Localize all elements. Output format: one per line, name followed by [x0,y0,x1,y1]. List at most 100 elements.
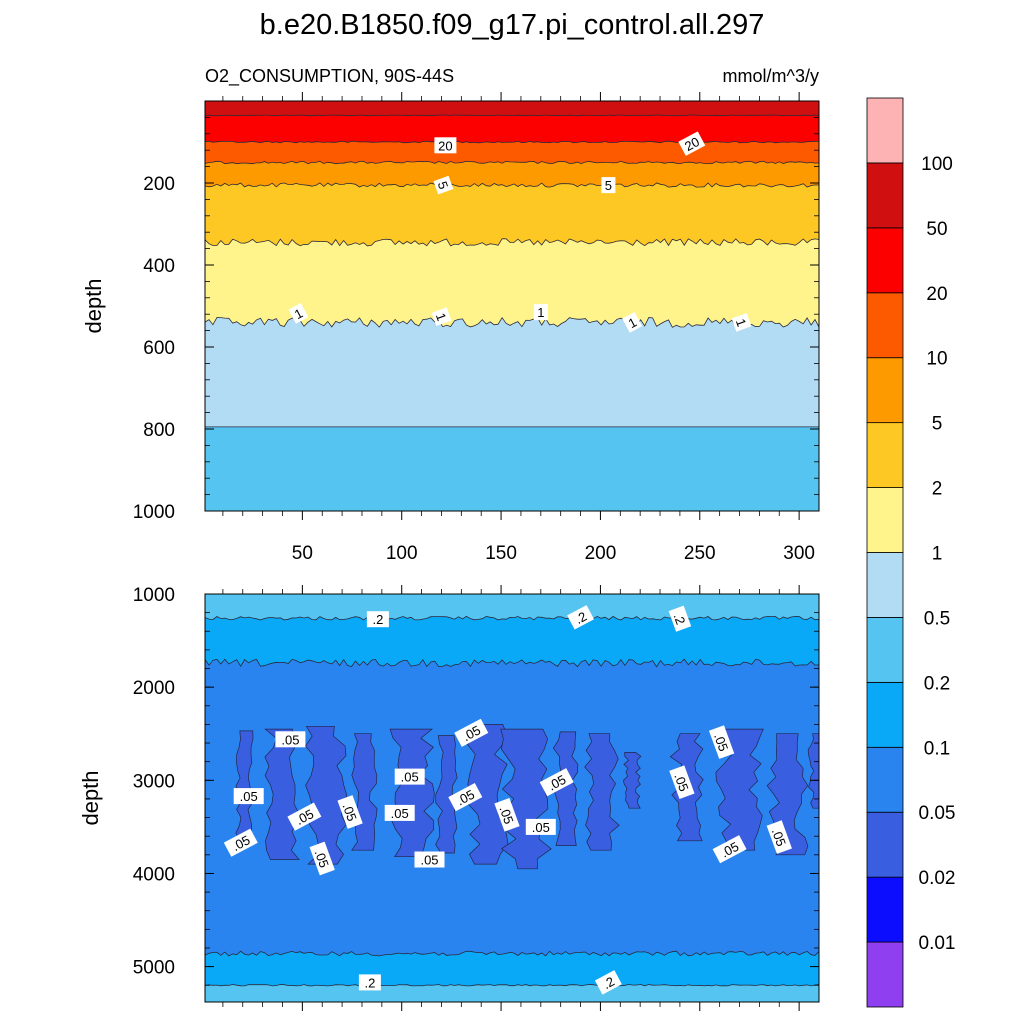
contour-label: .05 [496,804,516,826]
contour-label-group: .05 [708,725,735,759]
contour-label-box [337,795,363,829]
chart-units-label: mmol/m^3/y [723,66,819,86]
contour-label: .05 [281,732,299,747]
contour-label: 1 [733,317,750,329]
y-tick-label: 5000 [133,958,175,979]
colorbar-level-label: 0.2 [924,673,950,694]
deep-patch-14 [807,733,819,809]
colorbar-swatch-12 [866,162,904,229]
contour-label-box [668,605,692,632]
contour-line-2 [205,140,819,144]
y-tick-label: 3000 [133,771,175,792]
y-tick-label: 400 [143,256,175,277]
colorbar-swatch-4 [866,681,904,748]
contour-label-group: .2 [358,974,381,991]
colorbar-swatch-1 [866,876,904,943]
contour-label-box [539,768,574,797]
contour-label-box [448,782,483,812]
contour-label-box [309,841,335,876]
contour-label-group: 20 [678,131,706,156]
contour-label-group: .2 [594,970,622,995]
colorbar-level-label: 20 [926,284,947,305]
colorbar-level-label: 100 [921,154,953,175]
contour-label-group: .05 [394,768,425,785]
contour-label-box [678,131,706,156]
colorbar-swatch-3 [866,746,904,813]
upper-y-axis-label: depth [81,278,106,333]
y-tick-label: 2000 [133,678,175,699]
contour-label: 1 [433,311,450,323]
deep-patch-6 [466,724,509,865]
contour-label-box [434,137,457,154]
contour-line-4 [205,182,819,188]
contour-label-group: 1 [622,312,643,333]
contour-line-5 [205,238,819,247]
contour-label-box [601,177,616,194]
colorbar-level-label: 10 [926,349,947,370]
contour-label: .05 [718,839,741,861]
colorbar-swatch-7 [866,487,904,553]
contour-label: .05 [711,731,731,753]
contour-label: 5 [605,178,612,193]
contour-line-1 [205,615,819,621]
contour-label-box [712,835,747,864]
contour-label-group: .05 [669,765,695,800]
contour-line-3 [205,160,819,165]
contour-label-group: 5 [601,177,616,194]
contour-label: .2 [364,975,375,990]
contour-label-group: .05 [454,718,489,747]
contour-label-group: .05 [275,731,306,748]
lower-y-axis-label: depth [78,770,103,825]
contour-label: 20 [682,134,702,154]
contour-label: .05 [460,722,483,744]
contour-label-group: .05 [414,851,445,868]
panel-fill-group: .2 .2 .2 .05 .05 .05 .05 .05 .05 .05 .05 .05 .05 .05.… [205,594,819,1002]
deep-patch-10 [623,752,642,809]
contour-label: .05 [293,806,316,828]
contour-label: .2 [372,612,383,627]
colorbar-level-label: 0.02 [919,868,956,889]
contour-band-4 [205,984,819,1002]
deep-patch-12 [714,728,764,851]
contour-label-box [288,303,309,324]
contour-label: .05 [454,787,477,809]
contour-label-box [567,605,595,630]
contour-label-box [433,175,454,195]
colorbar-swatch-8 [866,422,904,488]
deep-patch-9 [584,733,620,851]
contour-label-box [233,788,264,805]
y-tick-label: 1000 [133,585,175,606]
contour-label-group: .05 [233,788,264,805]
contour-label-group: .05 [525,818,556,835]
colorbar-swatch-0 [866,941,904,1008]
contour-label-group: 1 [533,304,548,321]
y-tick-label: 600 [143,338,175,359]
x-tick-label: 300 [783,543,815,564]
contour-label-box [708,725,735,759]
chart-subtitle-left: O2_CONSUMPTION, 90S-44S [205,66,454,87]
panel-frame [204,100,820,512]
contour-line-4 [205,984,819,987]
chart-title: b.e20.B1850.f09_g17.pi_control.all.297 [260,9,765,41]
contour-label-box [622,312,643,333]
colorbar-level-label: 2 [932,479,943,500]
contour-label: .05 [671,771,691,793]
contour-label-box [525,818,556,835]
contour-label-box [414,851,445,868]
contour-label: 20 [438,138,452,153]
lower-depth-panel: .2 .2 .2 .05 .05 .05 .05 .05 .05 .05 .05 .05 .05 .05.… [133,585,820,1011]
contour-label: .05 [391,806,409,821]
contour-label-group: .2 [366,611,389,628]
contour-label-box [287,802,322,831]
contour-label: .05 [339,801,359,823]
colorbar-level-label: 1 [932,544,943,565]
contour-label-box [594,970,622,995]
x-tick-label: 100 [386,543,418,564]
x-tick-label: 250 [684,543,716,564]
contour-label-box [384,804,415,821]
x-tick-label: 150 [485,543,517,564]
deep-patch-5 [435,735,458,854]
contour-label-group: 1 [731,313,752,332]
x-tick-label: 50 [292,543,313,564]
colorbar-swatch-10 [866,292,904,359]
